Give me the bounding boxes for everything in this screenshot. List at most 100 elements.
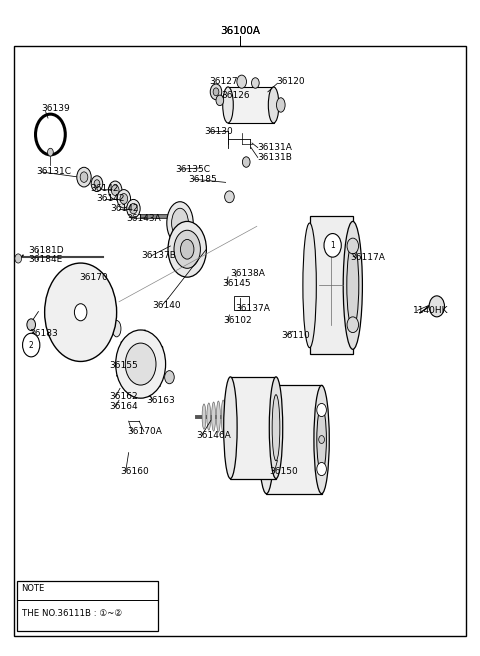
Ellipse shape <box>347 243 359 328</box>
Ellipse shape <box>246 400 258 433</box>
Ellipse shape <box>245 404 249 429</box>
Ellipse shape <box>180 239 194 259</box>
Text: 36140: 36140 <box>153 300 181 310</box>
Text: 36139: 36139 <box>41 104 70 113</box>
Circle shape <box>324 234 341 257</box>
Circle shape <box>48 148 53 156</box>
Text: 36150: 36150 <box>269 466 298 476</box>
Bar <box>234 296 249 310</box>
Ellipse shape <box>269 377 283 479</box>
Ellipse shape <box>317 407 326 472</box>
Bar <box>266 386 322 493</box>
Ellipse shape <box>212 402 216 431</box>
Text: 36142: 36142 <box>96 194 124 203</box>
Text: 36183: 36183 <box>29 329 58 338</box>
Circle shape <box>116 330 166 398</box>
Text: 36127: 36127 <box>209 77 238 87</box>
Text: 36110: 36110 <box>281 331 310 340</box>
Ellipse shape <box>130 203 137 214</box>
Circle shape <box>210 84 222 100</box>
Text: 36146A: 36146A <box>196 431 230 440</box>
Text: 36137A: 36137A <box>235 304 270 313</box>
Circle shape <box>252 77 259 89</box>
Ellipse shape <box>224 377 237 479</box>
Text: 36143A: 36143A <box>126 214 161 223</box>
Circle shape <box>319 436 324 443</box>
Ellipse shape <box>276 98 285 112</box>
Text: 36162: 36162 <box>109 392 138 401</box>
Text: 36120: 36120 <box>276 77 305 87</box>
Ellipse shape <box>226 400 230 433</box>
Ellipse shape <box>272 395 280 461</box>
Ellipse shape <box>225 191 234 203</box>
Text: 36131B: 36131B <box>257 153 292 162</box>
Ellipse shape <box>268 87 279 123</box>
Text: 36138A: 36138A <box>230 269 265 278</box>
Text: 36170A: 36170A <box>127 427 162 436</box>
Ellipse shape <box>36 114 65 155</box>
Ellipse shape <box>120 194 128 204</box>
Text: 36160: 36160 <box>120 466 149 476</box>
Text: 2: 2 <box>29 340 34 350</box>
Ellipse shape <box>240 403 244 430</box>
Polygon shape <box>146 200 170 233</box>
Circle shape <box>216 95 224 106</box>
Circle shape <box>94 180 100 188</box>
Circle shape <box>23 333 40 357</box>
Ellipse shape <box>314 385 329 493</box>
Ellipse shape <box>172 208 188 237</box>
Polygon shape <box>196 159 209 176</box>
Ellipse shape <box>167 201 193 244</box>
Circle shape <box>45 263 117 361</box>
Text: 36131A: 36131A <box>257 143 292 152</box>
Ellipse shape <box>303 223 316 348</box>
Text: 36164: 36164 <box>109 402 138 411</box>
Bar <box>230 377 276 479</box>
Circle shape <box>213 88 219 96</box>
Bar <box>17 581 158 631</box>
Ellipse shape <box>221 400 225 433</box>
Circle shape <box>77 167 91 187</box>
Text: 36126: 36126 <box>222 91 251 100</box>
Text: 36145: 36145 <box>222 279 251 288</box>
Circle shape <box>429 296 444 317</box>
Circle shape <box>242 157 250 167</box>
Polygon shape <box>242 151 251 171</box>
Circle shape <box>347 238 359 254</box>
Text: 36142: 36142 <box>90 184 119 194</box>
Text: 36130: 36130 <box>204 127 233 136</box>
Text: 36185: 36185 <box>189 174 217 184</box>
Circle shape <box>80 172 88 182</box>
Circle shape <box>165 371 174 384</box>
Ellipse shape <box>112 321 121 337</box>
Circle shape <box>15 254 22 263</box>
Ellipse shape <box>111 185 119 195</box>
Ellipse shape <box>343 222 362 349</box>
Circle shape <box>27 319 36 331</box>
Text: 1140HK: 1140HK <box>413 306 448 315</box>
Text: 36117A: 36117A <box>350 253 385 262</box>
Ellipse shape <box>127 199 140 218</box>
Ellipse shape <box>174 230 201 268</box>
Text: 36135C: 36135C <box>175 165 210 174</box>
Ellipse shape <box>249 405 256 428</box>
Ellipse shape <box>108 181 122 199</box>
Ellipse shape <box>216 401 220 432</box>
Text: 36142: 36142 <box>110 204 139 213</box>
Text: 36100A: 36100A <box>220 26 260 36</box>
Ellipse shape <box>236 402 240 431</box>
Ellipse shape <box>223 87 233 123</box>
Ellipse shape <box>207 403 211 430</box>
Text: THE NO.36111B : ①~②: THE NO.36111B : ①~② <box>22 609 122 618</box>
Text: 36102: 36102 <box>223 316 252 325</box>
Circle shape <box>91 176 103 192</box>
Polygon shape <box>224 171 236 192</box>
Text: 36137B: 36137B <box>142 251 177 260</box>
Circle shape <box>347 317 359 333</box>
Circle shape <box>317 462 326 476</box>
Text: 36181D: 36181D <box>28 246 63 255</box>
Text: 36163: 36163 <box>146 396 175 405</box>
Ellipse shape <box>168 222 206 277</box>
Ellipse shape <box>259 385 274 493</box>
Text: 36184E: 36184E <box>28 255 62 264</box>
